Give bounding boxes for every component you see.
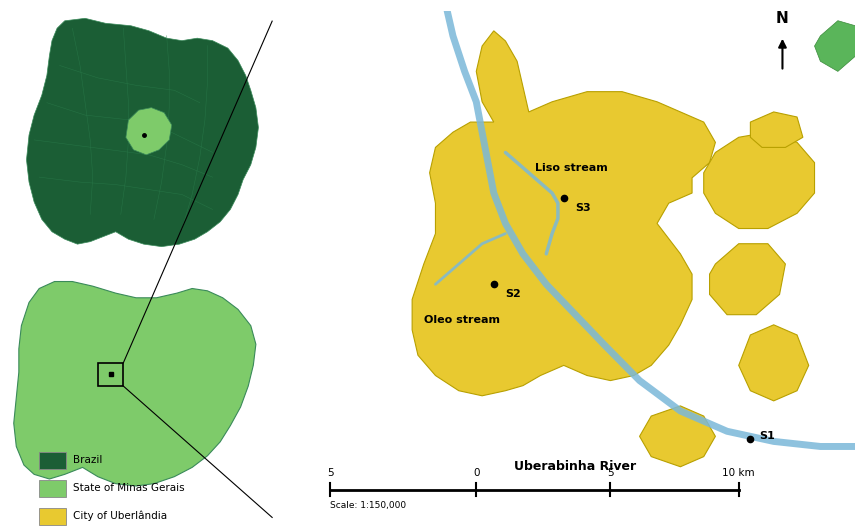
Text: 5: 5 [607,468,613,478]
Bar [40,480,66,497]
Text: 0: 0 [473,468,480,478]
Text: Oleo stream: Oleo stream [423,315,499,325]
Text: State of Minas Gerais: State of Minas Gerais [73,483,185,493]
Bar [40,452,66,469]
Text: 10 km: 10 km [722,468,755,478]
Polygon shape [412,31,715,396]
Text: Uberabinha River: Uberabinha River [514,460,637,473]
Bar [98,363,124,386]
Polygon shape [27,18,258,247]
Text: N: N [776,11,789,26]
Text: S3: S3 [575,203,591,213]
Polygon shape [14,281,256,486]
Polygon shape [815,21,855,71]
Text: 5: 5 [327,468,334,478]
Bar [40,508,66,525]
Polygon shape [739,325,809,401]
Polygon shape [709,244,785,315]
Text: Scale: 1:150,000: Scale: 1:150,000 [330,501,407,510]
Polygon shape [703,132,815,229]
Text: Liso stream: Liso stream [535,163,607,173]
Text: S2: S2 [505,289,521,299]
Text: City of Uberlândia: City of Uberlândia [73,511,168,522]
Polygon shape [126,108,172,155]
Polygon shape [750,112,803,147]
Polygon shape [639,406,715,467]
Text: Brazil: Brazil [73,456,103,465]
Text: S1: S1 [759,431,775,441]
